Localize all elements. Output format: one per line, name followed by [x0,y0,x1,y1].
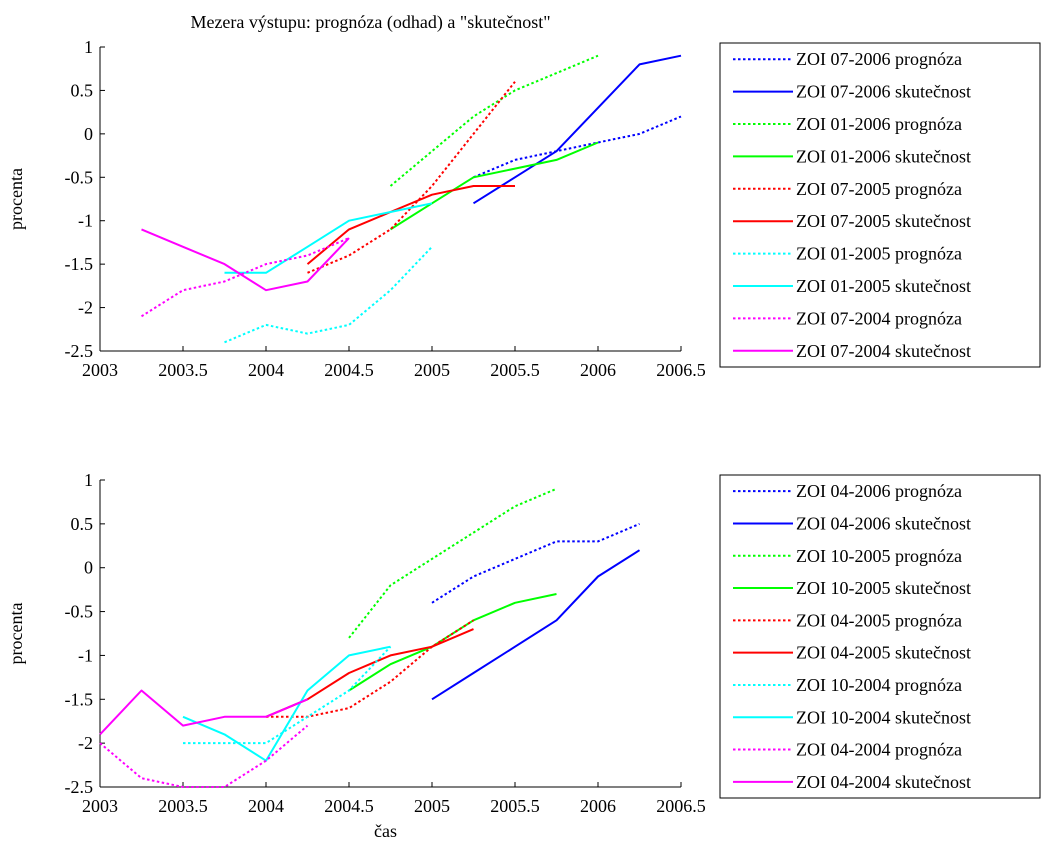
chart1-x-tick-label: 2006 [580,360,616,380]
chart2-x-axis-label: čas [374,821,397,841]
chart1-y-tick-label: -1 [78,211,93,231]
chart2-series-zoi-10-2004-progn-za [183,646,392,745]
chart1-y-tick-label: -1.5 [65,254,94,274]
chart1-x-tick-label: 2004 [248,360,284,380]
chart1-y-tick-label: -0.5 [65,167,94,187]
chart2-x-tick-label: 2006 [580,796,616,816]
chart1-legend-label: ZOI 01-2005 prognóza [796,244,962,264]
chart2-y-tick-label: -1 [78,645,93,665]
chart1-legend-label: ZOI 07-2005 skutečnost [796,211,971,231]
chart2-legend-label: ZOI 10-2005 prognóza [796,546,962,566]
chart2-legend-label: ZOI 04-2004 skutečnost [796,772,971,792]
chart1-x-tick-label: 2004.5 [324,360,374,380]
chart1-series-zoi-07-2004-skute-nost [141,228,350,292]
chart2-y-tick-label: -2.5 [65,777,94,797]
chart2-legend-label: ZOI 04-2006 skutečnost [796,513,971,533]
chart2-y-axis-label: procenta [6,603,26,665]
chart1-x-tick-label: 2005 [414,360,450,380]
chart1-legend-box [719,42,1041,368]
chart2-y-tick-label: -0.5 [65,602,94,622]
chart1-series-zoi-01-2005-skute-nost [224,202,433,274]
chart2-y-tick-label: 0 [84,558,93,578]
chart1-legend-label: ZOI 07-2004 skutečnost [796,341,971,361]
chart2-series-zoi-04-2004-progn-za [99,724,309,788]
chart2-legend-label: ZOI 04-2004 prognóza [796,740,962,760]
chart1-legend-label: ZOI 01-2006 skutečnost [796,146,971,166]
chart2-x-tick-label: 2004.5 [324,796,374,816]
chart2-x-tick-label: 2005.5 [490,796,540,816]
chart2-x-tick-label: 2006.5 [656,796,706,816]
chart2-series-zoi-04-2004-skute-nost [99,689,308,736]
chart2-y-tick-label: 1 [84,470,93,490]
chart1-y-tick-label: -2.5 [65,341,94,361]
chart1-title: Mezera výstupu: prognóza (odhad) a "skut… [190,12,550,33]
chart2-x-tick-label: 2003 [82,796,118,816]
chart1-y-tick-label: -2 [78,298,93,318]
chart2-legend-label: ZOI 04-2005 prognóza [796,610,962,630]
chart1-legend-label: ZOI 07-2006 skutečnost [796,82,971,102]
chart1-y-tick-label: 1 [84,37,93,57]
chart2-legend-label: ZOI 04-2005 skutečnost [796,643,971,663]
chart1-series-zoi-07-2006-skute-nost [472,54,682,205]
chart1-y-tick-label: 0.5 [71,80,94,100]
chart1-legend-label: ZOI 07-2004 prognóza [796,308,962,328]
chart1-legend-label: ZOI 07-2006 prognóza [796,49,962,69]
chart2-y-tick-label: -1.5 [65,689,94,709]
chart2-x-tick-label: 2003.5 [158,796,208,816]
chart1-series-zoi-07-2005-progn-za [307,81,516,274]
chart1-x-tick-label: 2003 [82,360,118,380]
chart2-x-tick-label: 2004 [248,796,284,816]
chart2-series-zoi-04-2005-progn-za [266,619,475,718]
chart1-series-zoi-01-2006-skute-nost [389,141,599,231]
chart1-series-zoi-01-2006-progn-za [389,54,599,187]
chart1-series-zoi-07-2004-progn-za [140,237,350,318]
chart2-series-zoi-10-2005-progn-za [348,487,557,639]
chart2-x-tick-label: 2005 [414,796,450,816]
chart2-series-zoi-04-2006-progn-za [431,522,640,604]
chart1-y-tick-label: 0 [84,124,93,144]
chart2-legend-label: ZOI 10-2005 skutečnost [796,578,971,598]
chart1-x-tick-label: 2005.5 [490,360,540,380]
chart1-y-axis-label: procenta [6,168,26,230]
chart1-legend-label: ZOI 01-2005 skutečnost [796,276,971,296]
chart2-legend-label: ZOI 10-2004 skutečnost [796,707,971,727]
chart2-y-tick-label: -2 [78,733,93,753]
chart2-y-tick-label: 0.5 [71,514,94,534]
chart2-legend-box [719,474,1041,799]
chart1-x-tick-label: 2006.5 [656,360,706,380]
chart1-legend-label: ZOI 01-2006 prognóza [796,114,962,134]
chart2-series-zoi-10-2004-skute-nost [182,645,391,762]
chart1-legend-label: ZOI 07-2005 prognóza [796,179,962,199]
chart2-series-zoi-04-2006-skute-nost [431,549,641,701]
chart1-x-tick-label: 2003.5 [158,360,208,380]
chart2-legend-label: ZOI 10-2004 prognóza [796,675,962,695]
chart2-legend-label: ZOI 04-2006 prognóza [796,481,962,501]
chart1-series-zoi-07-2005-skute-nost [306,185,515,265]
